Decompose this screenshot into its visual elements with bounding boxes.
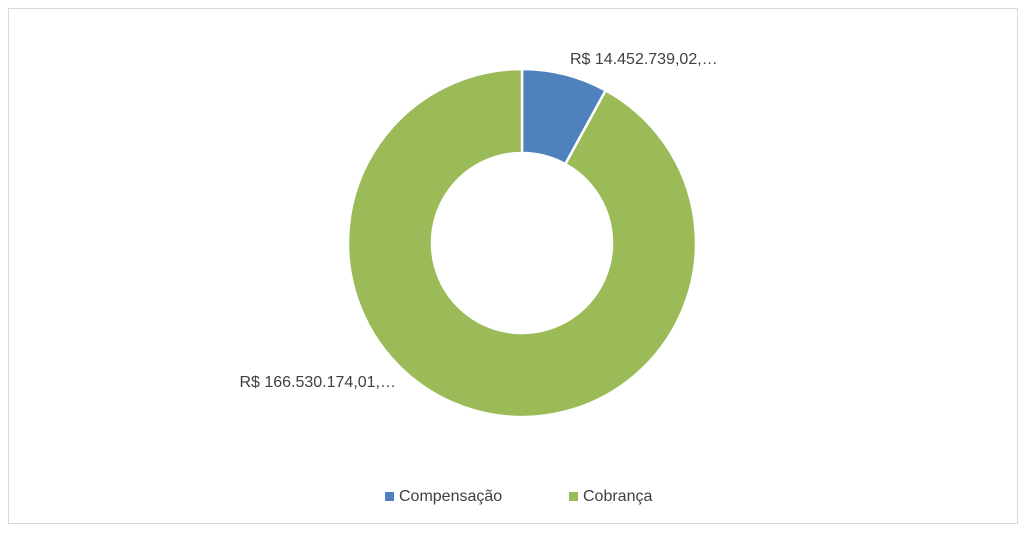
donut-segment — [346, 67, 698, 419]
legend-swatch — [385, 492, 394, 501]
legend-swatch — [569, 492, 578, 501]
data-label: R$ 166.530.174,01,… — [239, 374, 396, 391]
data-label: R$ 14.452.739,02,… — [570, 51, 718, 68]
legend-label: Cobrança — [583, 488, 652, 505]
legend-label: Compensação — [399, 488, 502, 505]
